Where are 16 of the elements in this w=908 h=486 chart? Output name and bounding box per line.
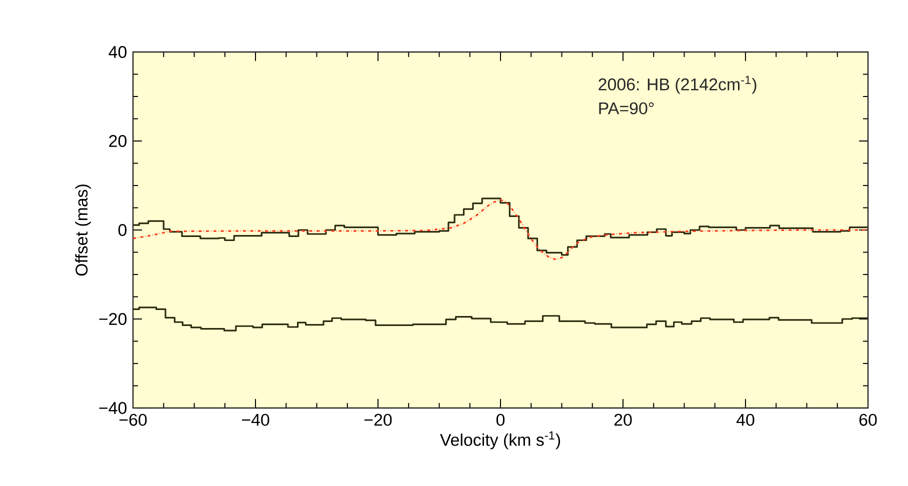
- x-tick-label: 40: [736, 414, 754, 426]
- annotation: 2006: HB (2142cm$^{-1}$): [598, 76, 756, 94]
- x-tick-label: −40: [242, 414, 270, 426]
- x-tick-label: −60: [119, 414, 147, 426]
- annotation: PA=90°: [599, 102, 654, 114]
- x-tick-label: 60: [859, 414, 877, 426]
- x-tick-label: −20: [364, 414, 392, 426]
- y-tick-label: 40: [108, 46, 126, 58]
- x-tick-label: 0: [496, 414, 505, 426]
- x-tick-label: 20: [614, 414, 632, 426]
- y-axis-title: Offset (mas): [75, 184, 91, 276]
- y-tick-label: 0: [118, 224, 127, 236]
- y-tick-label: 20: [109, 135, 126, 148]
- x-axis-title: Velocity (km s$^{-1}$): [440, 431, 560, 450]
- y-tick-label: −20: [99, 313, 126, 326]
- y-tick-label: −40: [99, 402, 126, 414]
